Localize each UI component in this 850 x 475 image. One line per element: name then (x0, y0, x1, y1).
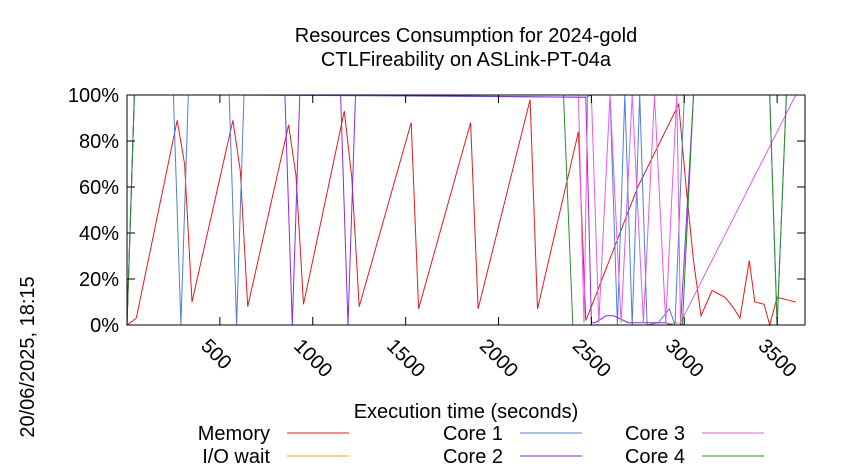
legend-label-core-2: Core 2 (443, 446, 503, 468)
legend-label-core-4: Core 4 (625, 446, 685, 468)
series-line-core-1 (126, 94, 796, 326)
legend-label-core-1: Core 1 (443, 423, 503, 445)
y-tick-label: 40% (79, 223, 119, 245)
plot-frame (126, 94, 806, 326)
y-tick-label: 0% (90, 315, 119, 337)
chart-title: Resources Consumption for 2024-gold (295, 25, 637, 47)
x-tick-label: 3000 (661, 335, 708, 382)
chart-subtitle: CTLFireability on ASLink-PT-04a (321, 49, 612, 71)
x-tick-label: 2500 (568, 335, 615, 382)
x-tick-label: 3500 (754, 335, 801, 382)
series-line-core-4 (126, 94, 796, 326)
x-tick-label: 1000 (289, 335, 336, 382)
y-tick-label: 100% (68, 85, 119, 107)
y-tick-label: 80% (79, 131, 119, 153)
y-axis: 0% 20% 40% 60% 80% 100% (68, 85, 805, 337)
series-line-core-2 (126, 94, 796, 326)
series-line-core-3 (127, 94, 797, 323)
timestamp-label: 20/06/2025, 18:15 (17, 276, 39, 437)
legend-label-memory: Memory (198, 423, 270, 445)
x-axis-label: Execution time (seconds) (354, 401, 579, 423)
y-tick-label: 60% (79, 177, 119, 199)
x-axis: 500 1000 1500 2000 2500 3000 3500 (196, 95, 801, 382)
x-tick-label: 1500 (382, 335, 429, 382)
legend-label-i-o-wait: I/O wait (202, 446, 270, 468)
x-tick-label: 2000 (475, 335, 522, 382)
legend-label-core-3: Core 3 (625, 423, 685, 445)
y-tick-label: 20% (79, 269, 119, 291)
plot-lines (126, 94, 797, 327)
x-tick-label: 500 (196, 335, 235, 374)
series-line-memory (126, 99, 796, 327)
